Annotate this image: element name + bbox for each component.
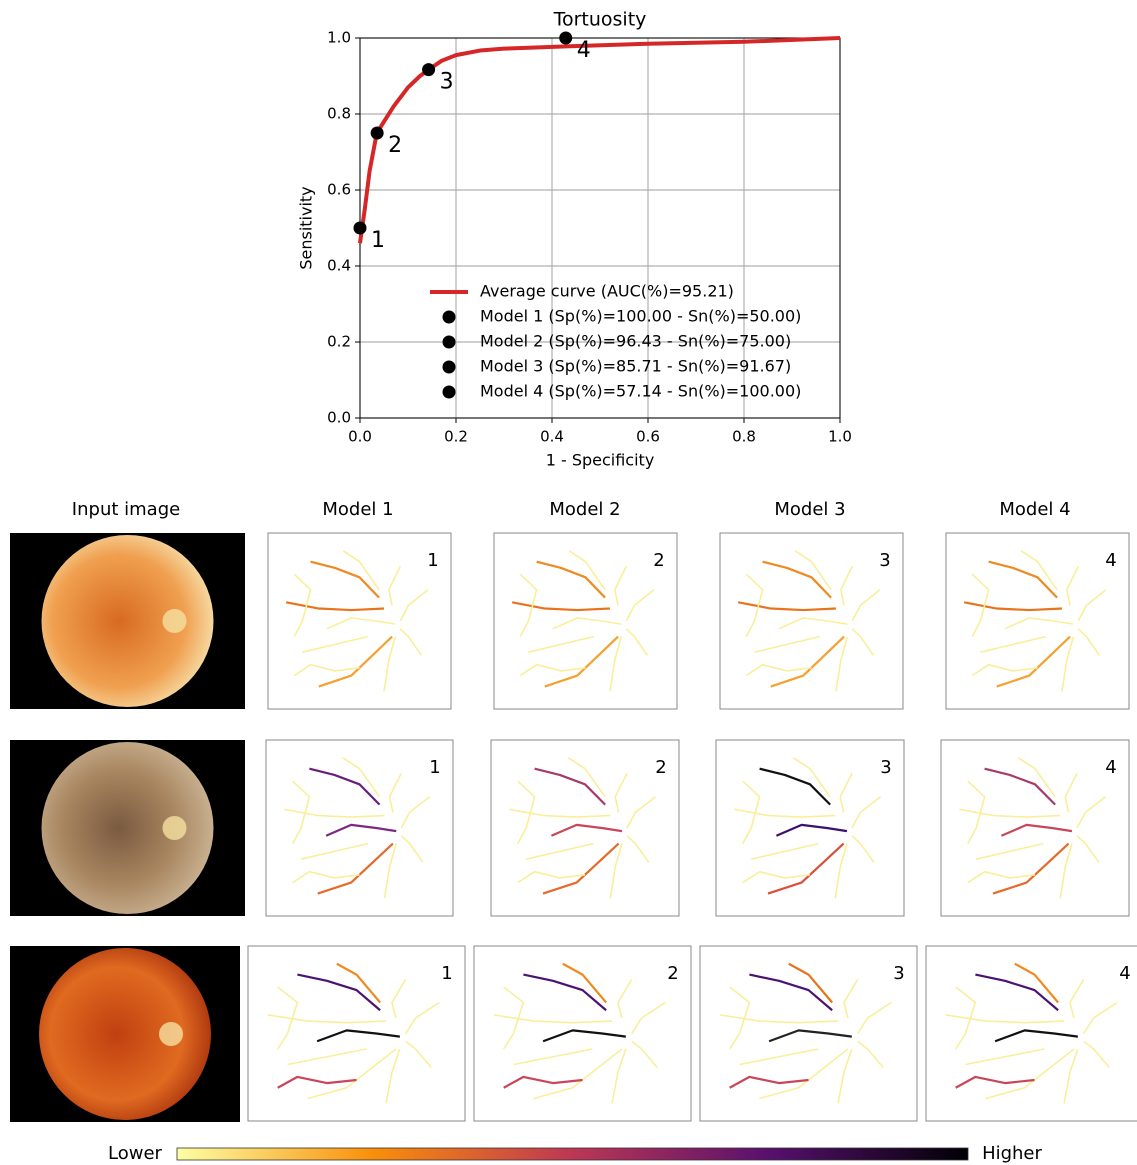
point-label: 4 [577, 38, 591, 63]
panel-label: 4 [1105, 550, 1116, 571]
legend-label: Model 3 (Sp(%)=85.71 - Sn(%)=91.67) [480, 357, 791, 376]
column-title: Input image [72, 499, 180, 520]
x-tick-label: 0.6 [636, 428, 660, 446]
panel-label: 4 [1105, 757, 1116, 778]
page: Tortuosity 1 - Specificity Sensitivity L… [0, 0, 1137, 1165]
column-title: Model 1 [322, 499, 393, 520]
y-tick-label: 0.4 [327, 257, 351, 275]
vessel-map [946, 533, 1129, 709]
vessel-map [941, 740, 1129, 916]
legend-label: Average curve (AUC(%)=95.21) [480, 282, 734, 301]
panel-label: 3 [879, 550, 890, 571]
panel-label: 1 [441, 963, 452, 984]
optic-disc [163, 609, 187, 633]
fundus [42, 742, 214, 914]
panel-label: 2 [655, 757, 666, 778]
vessel-map [720, 533, 903, 709]
vessel-map [491, 740, 679, 916]
chart-title: Tortuosity [553, 9, 647, 31]
colorbar-high-label: Higher [982, 1143, 1042, 1164]
x-tick-label: 0.2 [444, 428, 468, 446]
vessel-map [266, 740, 453, 916]
x-tick-label: 0.8 [732, 428, 756, 446]
column-title: Model 4 [999, 499, 1070, 520]
model-point [559, 32, 572, 45]
y-axis-label: Sensitivity [297, 186, 316, 269]
panel-label: 1 [427, 550, 438, 571]
legend-swatch [443, 361, 456, 374]
panel-label: 1 [429, 757, 440, 778]
model-point [354, 222, 367, 235]
fundus [42, 535, 214, 707]
y-tick-label: 0.8 [327, 105, 351, 123]
colorbar-low-label: Lower [108, 1143, 163, 1164]
panel-label: 4 [1119, 963, 1130, 984]
panel-label: 2 [667, 963, 678, 984]
legend-label: Model 4 (Sp(%)=57.14 - Sn(%)=100.00) [480, 382, 801, 401]
model-point [422, 63, 435, 76]
vessel-map [248, 946, 465, 1121]
y-tick-label: 0.0 [327, 409, 351, 427]
panel-label: 2 [653, 550, 664, 571]
column-title: Model 2 [549, 499, 620, 520]
legend-swatch [443, 336, 456, 349]
figure: Tortuosity 1 - Specificity Sensitivity L… [0, 0, 1137, 1165]
legend-label: Model 1 (Sp(%)=100.00 - Sn(%)=50.00) [480, 307, 801, 326]
point-label: 3 [440, 70, 454, 95]
legend-swatch [443, 386, 456, 399]
column-title: Model 3 [774, 499, 845, 520]
vessel-map [268, 533, 451, 709]
y-tick-label: 0.2 [327, 333, 351, 351]
colorbar [177, 1148, 968, 1160]
x-tick-label: 1.0 [828, 428, 852, 446]
y-tick-label: 1.0 [327, 29, 351, 47]
legend-swatch [443, 311, 456, 324]
y-tick-label: 0.6 [327, 181, 351, 199]
x-axis-label: 1 - Specificity [546, 451, 655, 470]
point-label: 1 [371, 228, 385, 253]
x-tick-label: 0.4 [540, 428, 564, 446]
legend-label: Model 2 (Sp(%)=96.43 - Sn(%)=75.00) [480, 332, 791, 351]
x-tick-label: 0.0 [348, 428, 372, 446]
fundus [39, 948, 211, 1120]
point-label: 2 [388, 133, 402, 158]
model-point [371, 127, 384, 140]
optic-disc [163, 816, 187, 840]
panel-label: 3 [893, 963, 904, 984]
optic-disc [159, 1022, 183, 1046]
vessel-map [474, 946, 691, 1121]
panel-label: 3 [880, 757, 891, 778]
vessel-map [700, 946, 917, 1121]
vessel-map [494, 533, 677, 709]
vessel-map [716, 740, 904, 916]
